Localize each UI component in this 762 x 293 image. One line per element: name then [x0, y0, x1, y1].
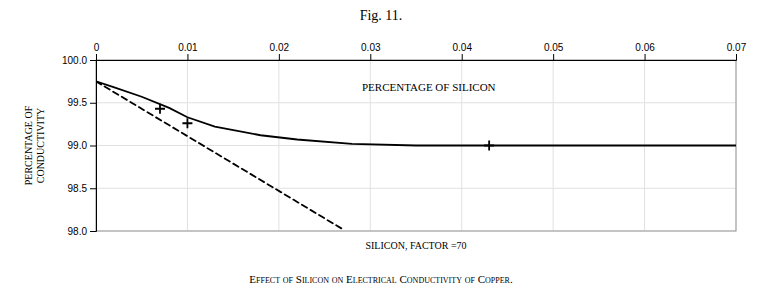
x-tick: 0.06	[635, 42, 655, 60]
y-tick-label: 100.0	[62, 55, 87, 66]
x-tick-mark	[279, 54, 280, 60]
x-tick-label: 0.05	[544, 42, 564, 53]
data-point	[182, 118, 192, 128]
x-tick-label: 0	[94, 42, 100, 53]
y-tick-label: 99.5	[68, 97, 88, 108]
x-tick-mark	[96, 54, 97, 60]
x-tick-mark	[645, 54, 646, 60]
x-tick: 0.01	[178, 42, 198, 60]
y-axis-title: PERCENTAGE OFCONDUCTIVITY	[23, 105, 46, 185]
curve-line	[96, 81, 736, 145]
x-tick-mark	[736, 54, 737, 60]
x-tick: 0.07	[727, 42, 747, 60]
y-tick: 99.0	[68, 140, 96, 151]
grid-line-y	[96, 188, 736, 189]
x-tick: 0	[94, 42, 100, 60]
caption: Effect of Silicon on Electrical Conducti…	[249, 273, 513, 285]
x-tick: 0.05	[544, 42, 564, 60]
x-tick-label: 0.06	[635, 42, 655, 53]
x-tick-mark	[370, 54, 371, 60]
y-tick: 100.0	[62, 55, 96, 66]
x-axis-line	[97, 54, 737, 61]
y-tick: 99.5	[68, 97, 96, 108]
dashed-line	[96, 81, 343, 229]
y-tick-mark	[90, 103, 96, 104]
y-tick-label: 98.0	[68, 226, 88, 237]
data-point	[155, 104, 165, 114]
x-tick: 0.04	[452, 42, 472, 60]
x-tick: 0.03	[361, 42, 381, 60]
x-axis: 0 0.01 0.02 0.03 0.04 0.05 0.06 0.07	[94, 42, 747, 61]
x-tick-label: 0.01	[178, 42, 198, 53]
x-tick-label: 0.03	[361, 42, 381, 53]
y-tick: 98.0	[68, 226, 96, 237]
x-tick: 0.02	[270, 42, 290, 60]
chart: 0 0.01 0.02 0.03 0.04 0.05 0.06 0.07 98.0 98.5 99.…	[0, 0, 762, 293]
y-tick-mark	[90, 60, 96, 61]
plot: 0 0.01 0.02 0.03 0.04 0.05 0.06 0.07 98.0 98.5 99.…	[23, 42, 747, 251]
x-tick-label: 0.02	[270, 42, 290, 53]
x-tick-mark	[462, 54, 463, 60]
data-point	[484, 141, 494, 151]
x-tick-label: 0.07	[727, 42, 747, 53]
y-tick-mark	[90, 146, 96, 147]
marks	[96, 81, 736, 229]
title: Fig. 11.	[360, 8, 403, 23]
x-tick-label: 0.04	[452, 42, 472, 53]
y-axis-line	[90, 61, 97, 232]
grid	[96, 60, 736, 231]
y-tick-label: 98.5	[68, 183, 88, 194]
y-axis: 98.0 98.5 99.0 99.5 100.0	[62, 55, 97, 237]
x-axis-title: PERCENTAGE OF SILICON	[362, 81, 496, 93]
y-tick-label: 99.0	[68, 140, 88, 151]
grid-line-y	[96, 102, 736, 103]
y-tick: 98.5	[68, 183, 96, 194]
plot-frame	[96, 60, 736, 231]
y-tick-mark	[90, 231, 96, 232]
y-tick-mark	[90, 188, 96, 189]
annotation: SILICON, FACTOR =70	[365, 240, 466, 251]
x-tick-mark	[187, 54, 188, 60]
x-tick-mark	[553, 54, 554, 60]
